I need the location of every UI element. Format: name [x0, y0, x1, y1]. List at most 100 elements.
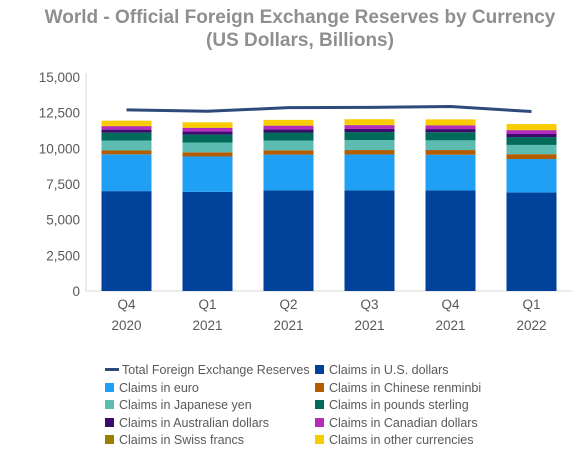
bar-segment [182, 134, 233, 143]
legend-swatch [315, 382, 324, 392]
legend-swatch [315, 400, 324, 409]
bar-segment [263, 129, 314, 133]
bar-segment [425, 190, 476, 291]
bar-segment [101, 191, 152, 291]
legend-label: Claims in Chinese renminbi [329, 380, 482, 395]
bar-segment [344, 132, 395, 141]
total-reserves-line [126, 105, 532, 114]
bar-segment [263, 150, 314, 155]
bar-segment [182, 156, 233, 192]
legend-swatch [315, 417, 324, 427]
bar-segment [182, 122, 233, 128]
legend-item: Claims in Canadian dollars [315, 415, 478, 431]
bar-segment [263, 119, 314, 126]
legend-item: Claims in U.S. dollars [315, 362, 448, 378]
bar-segment [425, 129, 476, 133]
bar-segment [263, 140, 314, 151]
bar-segment [101, 120, 152, 126]
bar-segment [101, 154, 152, 192]
legend-swatch [105, 400, 114, 409]
bar-segment [101, 150, 152, 155]
x-tick-label: Q4 [117, 297, 136, 312]
bar-segment [506, 144, 557, 155]
bar-segment [182, 142, 233, 153]
bar-segment [263, 154, 314, 191]
bar-segment [506, 154, 557, 160]
legend-label: Total Foreign Exchange Reserves [122, 363, 310, 377]
legend-item: Claims in Australian dollars [105, 415, 269, 431]
bar-segment [506, 130, 557, 134]
bar-segment [425, 140, 476, 151]
legend-label: Claims in Japanese yen [119, 398, 252, 412]
x-tick-label: Q2 [279, 297, 297, 312]
bar-segment [425, 132, 476, 141]
x-tick-label: Q4 [441, 297, 460, 312]
legend-label: Claims in pounds sterling [329, 398, 469, 412]
bar-segment [506, 133, 557, 138]
bar-segment [182, 191, 233, 291]
y-tick-label: 15,000 [39, 70, 80, 85]
x-tick-label: 2021 [273, 318, 303, 333]
legend-swatch [315, 435, 324, 444]
bar-segment [506, 137, 557, 145]
chart-title-line: World - Official Foreign Exchange Reserv… [44, 7, 556, 28]
y-tick-label: 5,000 [46, 213, 80, 228]
bar-segment [344, 128, 395, 133]
legend-label: Claims in Swiss francs [119, 433, 245, 447]
chart-subtitle: (US Dollars, Billions) [206, 30, 394, 51]
bar-segment [101, 126, 152, 130]
x-tick-label: 2021 [435, 318, 465, 333]
bar-segment [506, 159, 557, 193]
x-tick-label: Q3 [360, 297, 378, 312]
legend-item: Claims in euro [105, 380, 199, 396]
x-tick-label: Q1 [522, 297, 540, 312]
bar-segment [101, 140, 152, 151]
y-tick-label: 2,500 [46, 248, 80, 263]
bar-segment [182, 131, 233, 135]
y-tick-label: 10,000 [39, 141, 80, 156]
legend-item: Claims in other currencies [315, 432, 474, 448]
legend-label: Claims in Australian dollars [119, 415, 270, 430]
bar-segment [263, 132, 314, 141]
bar-segment [101, 129, 152, 133]
legend-swatch [105, 382, 114, 392]
legend-swatch [105, 417, 114, 427]
legend-swatch [105, 435, 114, 444]
bar-segment [263, 190, 314, 291]
legend-swatch [315, 365, 324, 374]
x-tick-label: 2021 [192, 318, 222, 333]
x-tick-label: 2022 [516, 318, 546, 333]
y-tick-label: 12,500 [39, 106, 80, 121]
bar-segment [101, 132, 152, 141]
bar-segment [263, 125, 314, 130]
x-tick-label: 2020 [111, 318, 141, 333]
chart-title: World - Official Foreign Exchange Reserv… [0, 6, 572, 52]
legend-line-marker [105, 368, 119, 371]
bar-segment [344, 125, 395, 129]
legend-label: Claims in euro [119, 380, 199, 395]
bar-segment [182, 128, 233, 132]
legend-label: Claims in other currencies [329, 433, 474, 447]
bar-segment [425, 150, 476, 155]
bar-segment [344, 190, 395, 291]
bar-segment [344, 140, 395, 151]
legend-item: Claims in Japanese yen [105, 397, 252, 413]
legend-item: Total Foreign Exchange Reserves [105, 362, 310, 378]
bar-segment [425, 119, 476, 126]
bar-segment [506, 124, 557, 130]
bar-segment [344, 154, 395, 191]
bar-segment [425, 154, 476, 191]
y-tick-label: 0 [72, 284, 80, 299]
legend-item: Claims in pounds sterling [315, 397, 469, 413]
x-tick-label: Q1 [198, 297, 216, 312]
bar-segment [425, 125, 476, 130]
y-tick-label: 7,500 [46, 177, 80, 192]
bar-segment [344, 119, 395, 125]
legend-label: Claims in Canadian dollars [329, 415, 478, 430]
legend-item: Claims in Chinese renminbi [315, 380, 481, 396]
legend-label: Claims in U.S. dollars [329, 363, 449, 377]
bar-segment [344, 150, 395, 155]
bar-segment [506, 192, 557, 291]
legend-item: Claims in Swiss francs [105, 432, 244, 448]
